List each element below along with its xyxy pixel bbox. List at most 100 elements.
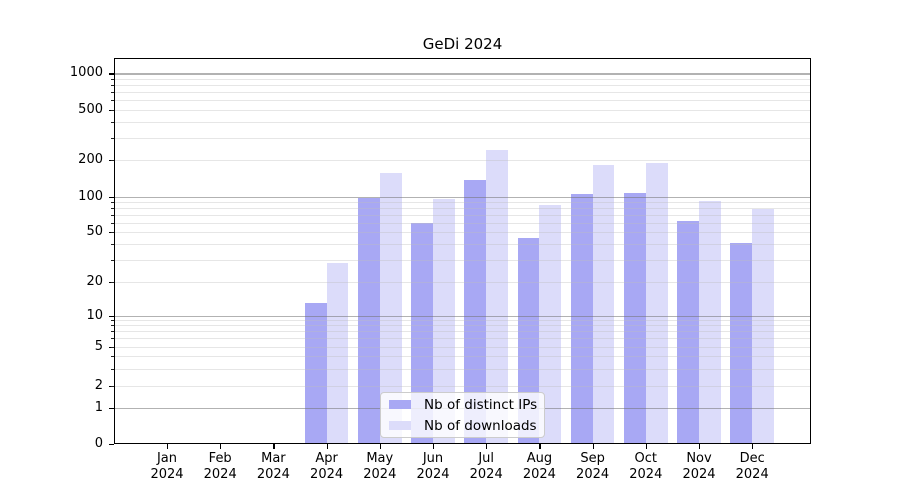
bar-downloads [326,263,349,444]
gridline-minor [114,159,811,161]
y-axis-minor-tick [111,356,114,358]
bar-distinct-ips [624,193,646,444]
legend-entry-distinct-ips: Nb of distinct IPs [389,396,544,413]
y-axis-minor-tick [111,110,114,111]
bar-distinct-ips [677,220,699,444]
bar-downloads [486,149,508,444]
y-axis-minor-tick [111,281,114,283]
x-axis-tick-label: Nov 2024 [682,451,716,482]
x-axis-tick [167,444,169,449]
x-axis-tick-label: Dec 2024 [735,451,769,482]
y-axis-tick-label: 1 [94,400,103,415]
legend-entry-downloads: Nb of downloads [389,417,544,434]
bar-distinct-ips [411,222,433,444]
x-axis-tick [592,444,594,449]
y-axis-minor-tick [111,259,114,261]
x-axis-tick-label: Apr 2024 [310,451,344,482]
bar-downloads [539,204,562,444]
x-axis-tick-label: Jul 2024 [469,451,503,482]
bar-distinct-ips [358,198,380,444]
x-axis-tick [486,444,488,449]
bar-distinct-ips [730,242,753,444]
y-axis-tick [109,408,114,410]
y-axis-tick-label: 2 [94,378,103,393]
legend-label-distinct-ips: Nb of distinct IPs [424,396,538,413]
gridline-minor [114,78,811,80]
y-axis-tick-label: 50 [86,224,103,239]
y-axis-minor-tick [111,137,114,139]
y-axis-minor-tick [111,92,114,94]
x-axis-tick-label: May 2024 [363,451,397,482]
y-axis-minor-tick [111,122,114,124]
bar-distinct-ips [464,180,487,444]
y-axis-tick-label: 0 [94,436,103,451]
y-axis-minor-tick [111,201,114,203]
x-axis-tick-label: Aug 2024 [522,451,556,482]
y-axis-minor-tick [111,346,114,348]
y-axis-minor-tick [111,338,114,340]
legend-swatch-distinct-ips-icon [389,400,411,409]
gridline-minor [114,100,811,102]
y-axis-tick-label: 10 [86,307,103,323]
x-axis-tick [645,444,648,449]
bar-downloads [699,200,721,444]
y-axis-minor-tick [111,214,114,216]
bar-downloads [645,163,668,444]
y-axis-tick [109,196,114,198]
gridline-minor [114,122,811,124]
x-axis-tick [326,444,328,449]
y-axis-minor-tick [111,222,114,224]
bar-distinct-ips [304,302,327,444]
y-axis-tick-label: 500 [78,102,103,117]
bar-downloads [592,165,615,444]
x-axis-tick-label: Jan 2024 [150,451,184,482]
x-axis-tick-label: Sep 2024 [576,451,610,482]
gridline-minor [114,110,811,111]
x-axis-tick [433,444,435,449]
gridline-major [114,73,811,75]
x-axis-tick [220,444,222,449]
y-axis-tick-label: 200 [78,151,103,167]
y-axis-minor-tick [111,100,114,102]
plot-area: Nb of distinct IPs Nb of downloads [114,58,811,444]
y-axis-tick [109,73,114,75]
x-axis-tick-label: Oct 2024 [629,451,663,482]
y-axis-tick [109,444,114,446]
y-axis-tick-label: 5 [94,338,103,354]
gridline-minor [114,92,811,94]
bar-downloads [752,209,774,444]
x-axis-tick [273,444,275,449]
y-axis-minor-tick [111,386,114,387]
y-axis-minor-tick [111,232,114,233]
legend-label-downloads: Nb of downloads [424,417,537,434]
bar-distinct-ips [570,193,593,444]
y-axis-tick-label: 20 [86,273,103,289]
y-axis-minor-tick [111,244,114,246]
y-axis-minor-tick [111,325,114,327]
x-axis-tick [752,444,754,449]
y-axis-minor-tick [111,159,114,161]
bar-downloads [379,173,402,444]
legend: Nb of distinct IPs Nb of downloads [380,392,545,438]
gridline-minor [114,85,811,87]
x-axis-tick-label: Jun 2024 [416,451,450,482]
y-axis-minor-tick [111,331,114,333]
y-axis-minor-tick [111,320,114,322]
y-axis-tick [109,315,114,317]
bar-downloads [433,199,455,444]
gridline-major [114,196,811,198]
y-axis-tick-label: 1000 [69,65,103,81]
chart-title: GeDi 2024 [422,35,503,53]
x-axis-tick-label: Feb 2024 [203,451,237,482]
y-axis-minor-tick [111,78,114,80]
y-axis-minor-tick [111,207,114,209]
y-axis-minor-tick [111,368,114,370]
y-axis-tick-label: 100 [78,188,103,204]
gridline-minor [114,137,811,139]
x-axis-tick [699,444,701,449]
legend-swatch-downloads-icon [389,421,411,430]
x-axis-tick-label: Mar 2024 [256,451,290,482]
y-axis-minor-tick [111,85,114,87]
x-axis-tick [379,444,382,449]
